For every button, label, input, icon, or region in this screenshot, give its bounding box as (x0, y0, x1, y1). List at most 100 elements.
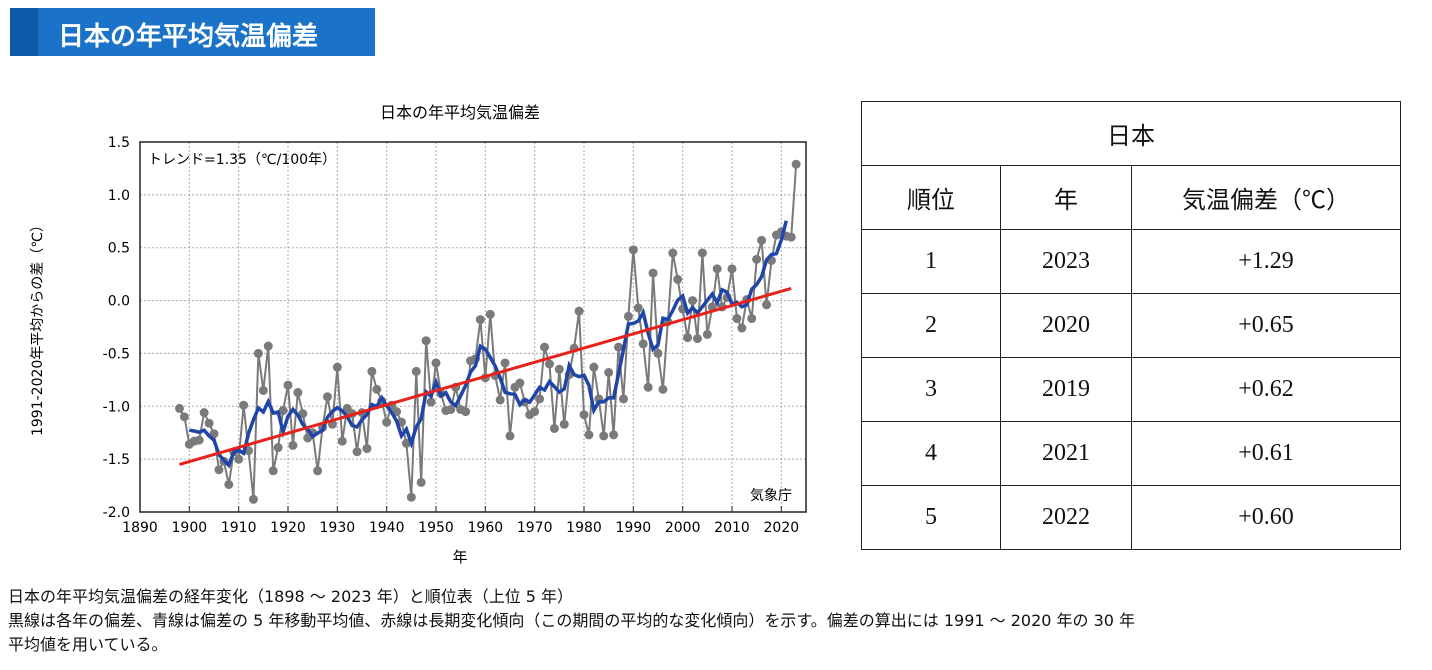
annual-anomaly-point (268, 466, 278, 476)
trend-annotation: トレンド=1.35（℃/100年） (148, 152, 336, 168)
annual-anomaly-point (263, 341, 273, 351)
title-banner: 日本の年平均気温偏差 (10, 8, 375, 56)
annual-anomaly-point (382, 417, 392, 427)
header-year: 年 (1000, 165, 1132, 230)
annual-anomaly-point (248, 494, 258, 504)
annual-anomaly-point (535, 394, 545, 404)
annual-anomaly-point (288, 440, 298, 450)
annual-anomaly-line (178, 164, 798, 500)
banner-title: 日本の年平均気温偏差 (58, 22, 319, 52)
year: 2022 (1000, 485, 1132, 550)
annual-anomaly-point (204, 418, 214, 428)
annual-anomaly-point (179, 412, 189, 422)
x-tick-label: 1970 (517, 520, 553, 536)
annual-anomaly-point (688, 296, 698, 306)
x-tick-label: 2010 (714, 520, 750, 536)
annual-anomaly-point (653, 348, 663, 358)
annual-anomaly-point (618, 394, 628, 404)
annual-anomaly-point (313, 466, 323, 476)
header-anomaly: 気温偏差（℃） (1131, 165, 1401, 230)
anomaly: +1.29 (1131, 229, 1401, 294)
anomaly: +0.61 (1131, 421, 1401, 486)
y-axis-label: 1991-2020年平均からの差（℃） (30, 218, 46, 436)
annual-anomaly-point (416, 477, 426, 487)
rank: 4 (861, 421, 1001, 486)
annual-anomaly-point (638, 339, 648, 349)
year: 2020 (1000, 293, 1132, 358)
annual-anomaly-point (485, 309, 495, 319)
annual-anomaly-point (579, 410, 589, 420)
trend-line (179, 287, 792, 466)
year: 2021 (1000, 421, 1132, 486)
x-tick-label: 1940 (369, 520, 405, 536)
anomaly: +0.62 (1131, 357, 1401, 422)
annual-anomaly-point (515, 378, 525, 388)
y-tick-label: -1.0 (103, 399, 130, 415)
x-tick-label: 2000 (665, 520, 701, 536)
table-row: 4 2021 +0.61 (861, 421, 1401, 486)
table-row: 3 2019 +0.62 (861, 357, 1401, 422)
annual-anomaly-point (431, 358, 441, 368)
temperature-anomaly-chart: 日本の年平均気温偏差 1890 1900 1910 1920 1930 1940 1950 1… (30, 103, 807, 566)
annual-anomaly-point (505, 431, 515, 441)
annual-anomaly-point (757, 235, 767, 245)
annual-anomaly-point (500, 358, 510, 368)
x-tick-label: 1960 (468, 520, 504, 536)
y-tick-label: 0.0 (108, 294, 130, 310)
annual-anomaly-point (194, 435, 204, 445)
annual-anomaly-point (574, 306, 584, 316)
annual-anomaly-point (599, 431, 609, 441)
annual-anomaly-point (648, 268, 658, 278)
x-tick-label: 1980 (566, 520, 602, 536)
y-tick-label: 0.5 (108, 241, 130, 257)
credit-label: 気象庁 (750, 488, 792, 504)
annual-anomaly-point (727, 264, 737, 274)
annual-anomaly-point (475, 315, 485, 325)
caption-line-1: 日本の年平均気温偏差の経年変化（1898 ～ 2023 年）と順位表（上位 5 … (8, 587, 574, 606)
annual-anomaly-point (401, 438, 411, 448)
annual-anomaly-point (762, 300, 772, 310)
annual-anomaly-point (253, 348, 263, 358)
annual-anomaly-point (372, 384, 382, 394)
table-row: 2 2020 +0.65 (861, 293, 1401, 358)
annual-anomaly-point (421, 336, 431, 346)
annual-anomaly-point (692, 334, 702, 344)
x-tick-label: 1910 (221, 520, 257, 536)
anomaly: +0.60 (1131, 485, 1401, 550)
banner-stripe (10, 8, 38, 56)
annual-anomaly-point (174, 403, 184, 413)
annual-anomaly-point (367, 366, 377, 376)
plot-frame (139, 141, 807, 513)
annual-anomaly-point (352, 447, 362, 457)
annual-anomaly-point (426, 397, 436, 407)
annual-anomaly-point (283, 380, 293, 390)
table-row: 5 2022 +0.60 (861, 485, 1401, 550)
annual-anomaly-point (791, 159, 801, 169)
annual-anomaly-point (683, 333, 693, 343)
annual-anomaly-point (752, 254, 762, 264)
caption-line-3: 平均値を用いている。 (8, 635, 168, 654)
y-tick-label: 1.0 (108, 188, 130, 204)
annual-anomaly-point (786, 232, 796, 242)
x-tick-label: 1890 (122, 520, 158, 536)
rank: 1 (861, 229, 1001, 294)
annual-anomaly-point (658, 384, 668, 394)
annual-anomaly-point (298, 409, 308, 419)
annual-anomaly-point (702, 329, 712, 339)
anomaly: +0.65 (1131, 293, 1401, 358)
annual-anomaly-point (732, 314, 742, 324)
annual-anomaly-point (322, 392, 332, 402)
annual-anomaly-point (673, 274, 683, 284)
annual-anomaly-point (199, 408, 209, 418)
annual-anomaly-point (623, 311, 633, 321)
table-row: 1 2023 +1.29 (861, 229, 1401, 294)
annual-anomaly-point (609, 430, 619, 440)
y-tick-label: 1.5 (108, 135, 130, 151)
table-title: 日本 (861, 101, 1401, 166)
moving-average-line (189, 220, 788, 469)
annual-anomaly-point (530, 407, 540, 417)
y-tick-label: -2.0 (103, 505, 130, 521)
y-tick-label: -1.5 (103, 452, 130, 468)
annual-anomaly-point (554, 364, 564, 374)
